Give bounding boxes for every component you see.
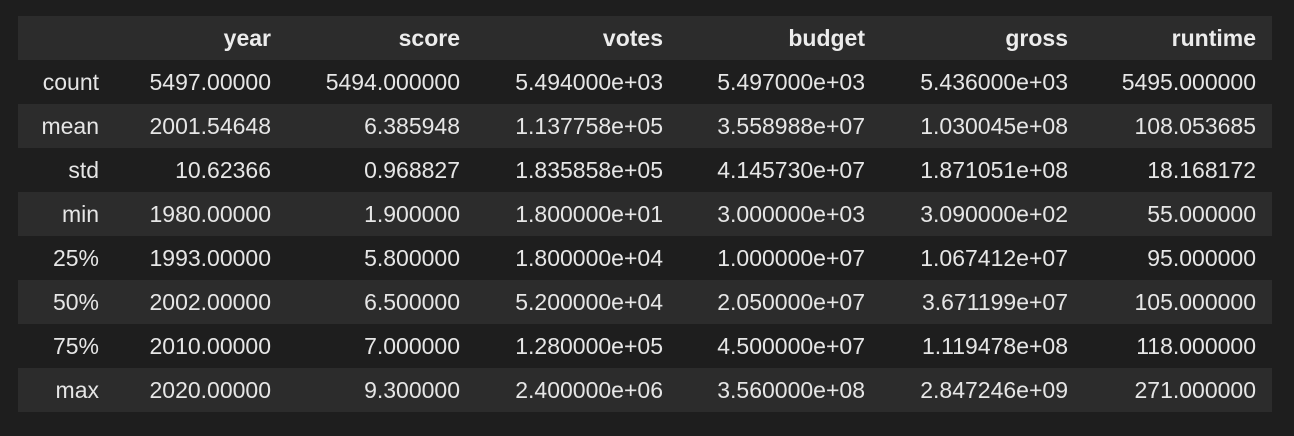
table-cell: 4.145730e+07: [717, 157, 865, 183]
table-cell: 3.000000e+03: [717, 201, 865, 227]
row-label: mean: [41, 113, 99, 139]
table-cell: 1.137758e+05: [515, 113, 663, 139]
table-cell: 1993.00000: [149, 245, 271, 271]
table-cell: 3.090000e+02: [920, 201, 1068, 227]
table-cell: 3.558988e+07: [717, 113, 865, 139]
dataframe-output: year score votes budget gross runtime co…: [18, 16, 1272, 412]
table-cell: 1.030045e+08: [920, 113, 1068, 139]
table-cell: 3.560000e+08: [717, 377, 865, 403]
table-cell: 10.62366: [175, 157, 271, 183]
table-cell: 2010.00000: [149, 333, 271, 359]
row-label: min: [61, 201, 99, 227]
table-cell: 118.000000: [1136, 333, 1256, 359]
table-cell: 1.067412e+07: [920, 245, 1068, 271]
table-cell: 0.968827: [364, 157, 460, 183]
table-cell: 5495.000000: [1121, 69, 1256, 95]
table-cell: 55.000000: [1147, 201, 1256, 227]
table-cell: 2.050000e+07: [717, 289, 865, 315]
table-cell: 7.000000: [364, 333, 460, 359]
table-row: 50% 2002.00000 6.500000 5.200000e+04 2.0…: [18, 280, 1272, 324]
table-cell: 9.300000: [364, 377, 460, 403]
table-cell: 2001.54648: [149, 113, 271, 139]
table-cell: 95.000000: [1147, 245, 1256, 271]
table-cell: 1980.00000: [149, 201, 271, 227]
table-cell: 2.400000e+06: [515, 377, 663, 403]
table-cell: 1.800000e+04: [515, 245, 663, 271]
table-row: std 10.62366 0.968827 1.835858e+05 4.145…: [18, 148, 1272, 192]
row-label: count: [42, 69, 99, 95]
index-header: [18, 16, 115, 60]
table-cell: 5494.000000: [325, 69, 460, 95]
table-row: 25% 1993.00000 5.800000 1.800000e+04 1.0…: [18, 236, 1272, 280]
row-label: 75%: [52, 333, 99, 359]
table-row: min 1980.00000 1.900000 1.800000e+01 3.0…: [18, 192, 1272, 236]
table-cell: 108.053685: [1134, 113, 1256, 139]
table-cell: 1.119478e+08: [921, 333, 1068, 359]
row-label: 25%: [52, 245, 99, 271]
column-header-gross: gross: [1005, 25, 1068, 51]
table-cell: 1.800000e+01: [515, 201, 663, 227]
table-cell: 6.500000: [364, 289, 460, 315]
table-cell: 1.900000: [364, 201, 460, 227]
header-row: year score votes budget gross runtime: [18, 16, 1272, 60]
table-cell: 2002.00000: [149, 289, 271, 315]
table-cell: 2020.00000: [149, 377, 271, 403]
table-cell: 1.871051e+08: [920, 157, 1068, 183]
table-cell: 1.000000e+07: [717, 245, 865, 271]
table-cell: 3.671199e+07: [921, 289, 1068, 315]
row-label: std: [68, 157, 99, 183]
column-header-budget: budget: [788, 25, 865, 51]
table-cell: 5.497000e+03: [717, 69, 865, 95]
table-cell: 5497.00000: [149, 69, 271, 95]
table-cell: 5.200000e+04: [515, 289, 663, 315]
table-row: count 5497.00000 5494.000000 5.494000e+0…: [18, 60, 1272, 104]
table-cell: 1.835858e+05: [515, 157, 663, 183]
table-cell: 6.385948: [364, 113, 460, 139]
row-label: max: [55, 377, 99, 403]
column-header-score: score: [398, 25, 460, 51]
column-header-votes: votes: [602, 25, 663, 51]
table-cell: 1.280000e+05: [515, 333, 663, 359]
table-cell: 5.436000e+03: [920, 69, 1068, 95]
table-cell: 105.000000: [1134, 289, 1256, 315]
column-header-year: year: [223, 25, 271, 51]
describe-table: year score votes budget gross runtime co…: [18, 16, 1272, 412]
table-row: mean 2001.54648 6.385948 1.137758e+05 3.…: [18, 104, 1272, 148]
table-cell: 2.847246e+09: [920, 377, 1068, 403]
table-cell: 18.168172: [1147, 157, 1256, 183]
table-row: 75% 2010.00000 7.000000 1.280000e+05 4.5…: [18, 324, 1272, 368]
table-cell: 271.000000: [1134, 377, 1256, 403]
column-header-runtime: runtime: [1171, 25, 1256, 51]
table-row: max 2020.00000 9.300000 2.400000e+06 3.5…: [18, 368, 1272, 412]
row-label: 50%: [52, 289, 99, 315]
table-cell: 5.800000: [364, 245, 460, 271]
table-cell: 4.500000e+07: [717, 333, 865, 359]
table-cell: 5.494000e+03: [515, 69, 663, 95]
